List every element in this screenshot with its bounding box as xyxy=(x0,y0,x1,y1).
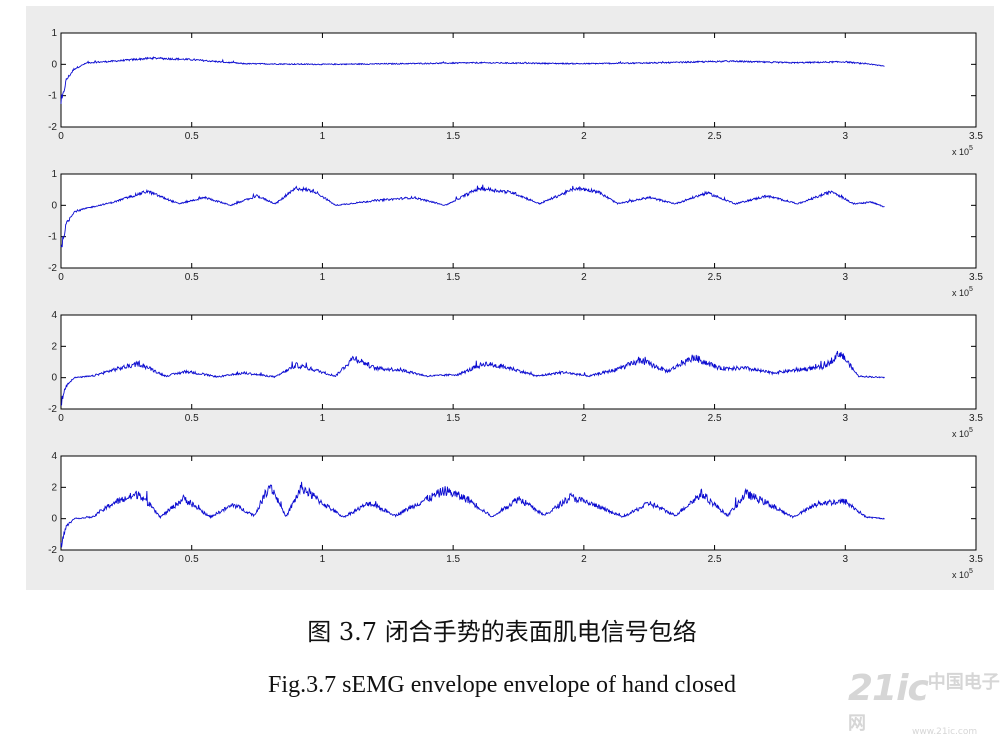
x-tick-label: 1 xyxy=(320,413,326,424)
x-tick-label: 0 xyxy=(58,413,64,424)
x-tick-label: 2 xyxy=(581,272,587,283)
y-tick-label: -2 xyxy=(48,122,57,133)
x-tick-label: 2.5 xyxy=(708,413,722,424)
x-exponent-superscript: 5 xyxy=(969,568,973,575)
x-tick-label: 3.5 xyxy=(969,272,983,283)
x-exponent-label: x 105 xyxy=(952,286,973,298)
x-tick-label: 1.5 xyxy=(446,272,460,283)
x-tick-label: 1 xyxy=(320,131,326,142)
x-tick-label: 0.5 xyxy=(185,554,199,565)
y-tick-label: 2 xyxy=(51,482,57,493)
x-tick-label: 3.5 xyxy=(969,413,983,424)
x-tick-label: 3.5 xyxy=(969,554,983,565)
x-exponent-label: x 105 xyxy=(952,568,973,580)
x-tick-label: 2 xyxy=(581,131,587,142)
y-tick-label: -2 xyxy=(48,404,57,415)
x-exponent-superscript: 5 xyxy=(969,286,973,293)
x-tick-label: 3.5 xyxy=(969,131,983,142)
x-tick-label: 0 xyxy=(58,554,64,565)
site-watermark: 21ic中国电子网 www.21ic.com xyxy=(848,668,1004,737)
signal-line xyxy=(60,56,885,104)
x-tick-label: 1.5 xyxy=(446,131,460,142)
watermark-site-text: www.21ic.com xyxy=(912,727,978,737)
signal-line xyxy=(60,481,885,548)
x-tick-label: 0.5 xyxy=(185,131,199,142)
x-tick-label: 1 xyxy=(320,272,326,283)
x-tick-label: 1.5 xyxy=(446,554,460,565)
y-tick-label: 0 xyxy=(51,514,57,525)
caption-english: Fig.3.7 sEMG envelope envelope of hand c… xyxy=(268,672,736,698)
axes-box xyxy=(60,32,977,128)
y-tick-label: 1 xyxy=(51,169,57,180)
x-tick-label: 1 xyxy=(320,554,326,565)
axes-box xyxy=(60,455,977,551)
subplot-stack: 0 0.5 1 1.5 2 2.5 3 3.5 1 0 -1 -2 x 105 0 0.5 1 1.5 2 2.5 3… xyxy=(48,28,983,580)
y-tick-label: 4 xyxy=(51,310,57,321)
y-tick-label: 4 xyxy=(51,451,57,462)
x-exponent-label: x 105 xyxy=(952,427,973,439)
subplot-1: 0 0.5 1 1.5 2 2.5 3 3.5 1 0 -1 -2 x 105 xyxy=(48,28,983,157)
subplot-2: 0 0.5 1 1.5 2 2.5 3 3.5 1 0 -1 -2 x 105 xyxy=(48,169,983,298)
x-tick-label: 2 xyxy=(581,554,587,565)
y-tick-label: -2 xyxy=(48,545,57,556)
y-tick-label: 1 xyxy=(51,28,57,39)
x-tick-label: 0.5 xyxy=(185,272,199,283)
y-tick-label: 2 xyxy=(51,341,57,352)
x-tick-label: 3 xyxy=(843,272,849,283)
x-tick-label: 0 xyxy=(58,272,64,283)
x-tick-label: 3 xyxy=(843,131,849,142)
x-tick-label: 3 xyxy=(843,413,849,424)
y-tick-label: -1 xyxy=(48,232,57,243)
x-tick-label: 3 xyxy=(843,554,849,565)
x-exponent-superscript: 5 xyxy=(969,427,973,434)
y-tick-label: 0 xyxy=(51,59,57,70)
signal-line xyxy=(60,184,885,248)
y-tick-label: 0 xyxy=(51,373,57,384)
axes-box xyxy=(60,314,977,410)
x-exponent-superscript: 5 xyxy=(969,145,973,152)
y-tick-label: -2 xyxy=(48,263,57,274)
y-tick-label: -1 xyxy=(48,91,57,102)
caption-chinese: 图 3.7 闭合手势的表面肌电信号包络 xyxy=(307,618,697,646)
y-tick-label: 0 xyxy=(51,200,57,211)
signal-line xyxy=(60,350,885,406)
x-tick-label: 1.5 xyxy=(446,413,460,424)
x-tick-label: 2.5 xyxy=(708,272,722,283)
x-tick-label: 2.5 xyxy=(708,131,722,142)
axes-box xyxy=(60,173,977,269)
x-tick-label: 2 xyxy=(581,413,587,424)
watermark-logo-text: 21ic xyxy=(848,668,929,709)
x-tick-label: 0.5 xyxy=(185,413,199,424)
x-tick-label: 2.5 xyxy=(708,554,722,565)
x-exponent-label: x 105 xyxy=(952,145,973,157)
x-tick-label: 0 xyxy=(58,131,64,142)
